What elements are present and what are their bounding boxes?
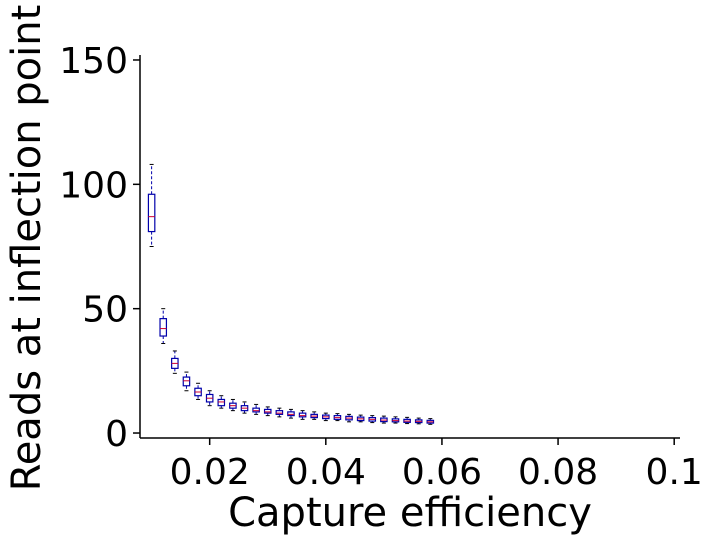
- box-plot-item: [252, 403, 260, 415]
- box-plot-item: [368, 415, 377, 424]
- box-plot-item: [310, 411, 318, 420]
- y-tick-label: 150: [59, 41, 128, 82]
- x-tick-label: 0.04: [286, 452, 366, 493]
- y-tick-label: 50: [82, 290, 128, 331]
- box-plot-item: [322, 412, 330, 422]
- box-body: [287, 411, 295, 417]
- box-body: [147, 193, 156, 233]
- y-axis-label: Reads at inflection point: [4, 5, 50, 492]
- y-tick-label: 0: [105, 414, 128, 455]
- x-tick-label: 0.02: [170, 452, 250, 493]
- box-plot-item: [229, 398, 237, 412]
- box-plot-item: [217, 395, 226, 409]
- box-body: [252, 407, 260, 413]
- box-plot-item: [380, 415, 388, 424]
- box-plot-item: [356, 414, 365, 423]
- box-plot-item: [263, 406, 272, 417]
- box-plot-item: [426, 418, 435, 425]
- box-body: [275, 410, 284, 415]
- box-plot-item: [333, 413, 342, 422]
- box-plot-item: [240, 401, 249, 414]
- box-plot-item: [275, 407, 284, 418]
- y-tick-label: 100: [59, 165, 128, 206]
- box-body: [298, 412, 307, 418]
- box-plot-item: [403, 416, 411, 425]
- x-axis-ticks: 0.02 0.04 0.06 0.08 0.1: [170, 438, 703, 493]
- x-tick-label: 0.08: [518, 452, 598, 493]
- box-body: [159, 318, 168, 337]
- box-plot-item: [391, 416, 400, 424]
- box-plot-item: [287, 408, 295, 419]
- box-plot-item: [194, 382, 202, 400]
- box-plot-item: [147, 163, 156, 247]
- box-body: [217, 398, 226, 407]
- box-plot-item: [182, 371, 191, 392]
- x-tick-label: 0.1: [646, 452, 703, 493]
- box-body: [263, 408, 272, 414]
- y-axis-ticks: 0 50 100 150: [59, 41, 140, 455]
- box-plot-item: [414, 417, 423, 425]
- x-tick-label: 0.06: [402, 452, 482, 493]
- box-body: [182, 376, 191, 387]
- x-axis-label: Capture efficiency: [228, 490, 592, 536]
- plot-area: [147, 163, 435, 425]
- box-plot-item: [171, 350, 179, 374]
- box-plot-item: [345, 413, 353, 423]
- box-plot-item: [159, 308, 168, 344]
- box-plot-item: [298, 410, 307, 420]
- box-plot-item: [205, 390, 214, 407]
